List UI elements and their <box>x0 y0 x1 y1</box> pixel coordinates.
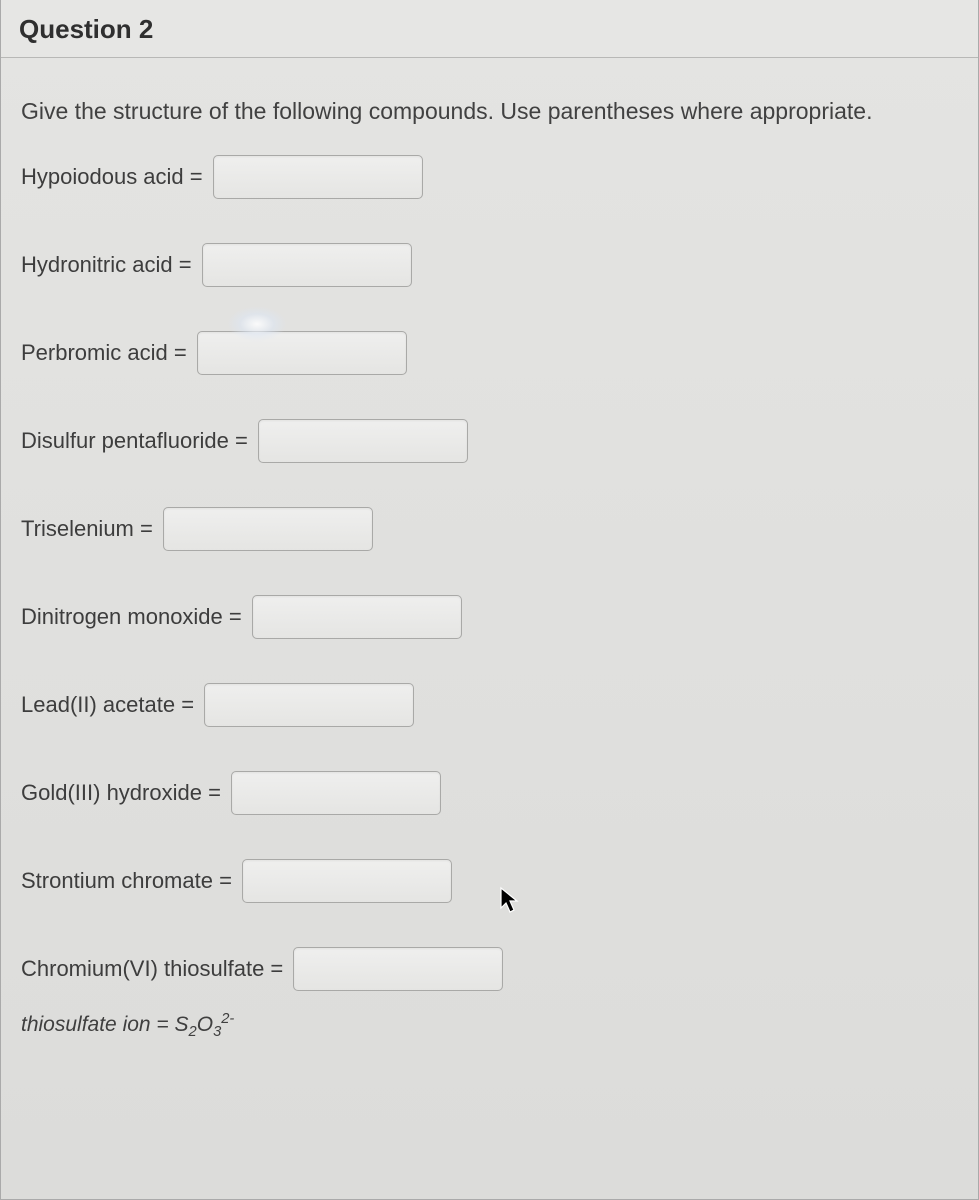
compound-row: Disulfur pentafluoride = <box>21 419 958 463</box>
compound-row: Hydronitric acid = <box>21 243 958 287</box>
compound-row: Triselenium = <box>21 507 958 551</box>
compound-input-chromium-vi-thiosulfate[interactable] <box>293 947 503 991</box>
compound-input-triselenium[interactable] <box>163 507 373 551</box>
compound-label: Strontium chromate = <box>21 868 232 894</box>
hint-formula: S2O32- <box>175 1013 235 1036</box>
compound-label: Chromium(VI) thiosulfate = <box>21 956 283 982</box>
question-body: Give the structure of the following comp… <box>1 58 978 1060</box>
compound-input-dinitrogen-monoxide[interactable] <box>252 595 462 639</box>
compound-label: Perbromic acid = <box>21 340 187 366</box>
compound-label: Dinitrogen monoxide = <box>21 604 242 630</box>
hint-prefix: thiosulfate ion = <box>21 1013 175 1036</box>
compound-row: Dinitrogen monoxide = <box>21 595 958 639</box>
question-card: Question 2 Give the structure of the fol… <box>0 0 979 1200</box>
compound-input-strontium-chromate[interactable] <box>242 859 452 903</box>
hint-text: thiosulfate ion = S2O32- <box>21 1011 958 1040</box>
compound-input-hydronitric-acid[interactable] <box>202 243 412 287</box>
question-header: Question 2 <box>1 0 978 58</box>
compound-row: Lead(II) acetate = <box>21 683 958 727</box>
compound-input-gold-iii-hydroxide[interactable] <box>231 771 441 815</box>
question-prompt: Give the structure of the following comp… <box>21 96 958 127</box>
compound-label: Disulfur pentafluoride = <box>21 428 248 454</box>
question-title: Question 2 <box>19 14 153 44</box>
compound-row: Perbromic acid = <box>21 331 958 375</box>
compound-input-lead-ii-acetate[interactable] <box>204 683 414 727</box>
compound-label: Triselenium = <box>21 516 153 542</box>
compound-row: Hypoiodous acid = <box>21 155 958 199</box>
compound-row: Chromium(VI) thiosulfate = <box>21 947 958 991</box>
compound-row: Gold(III) hydroxide = <box>21 771 958 815</box>
compound-label: Gold(III) hydroxide = <box>21 780 221 806</box>
compound-label: Lead(II) acetate = <box>21 692 194 718</box>
compound-label: Hydronitric acid = <box>21 252 192 278</box>
compound-input-hypoiodous-acid[interactable] <box>213 155 423 199</box>
compound-row: Strontium chromate = <box>21 859 958 903</box>
compound-input-disulfur-pentafluoride[interactable] <box>258 419 468 463</box>
compound-label: Hypoiodous acid = <box>21 164 203 190</box>
compound-input-perbromic-acid[interactable] <box>197 331 407 375</box>
